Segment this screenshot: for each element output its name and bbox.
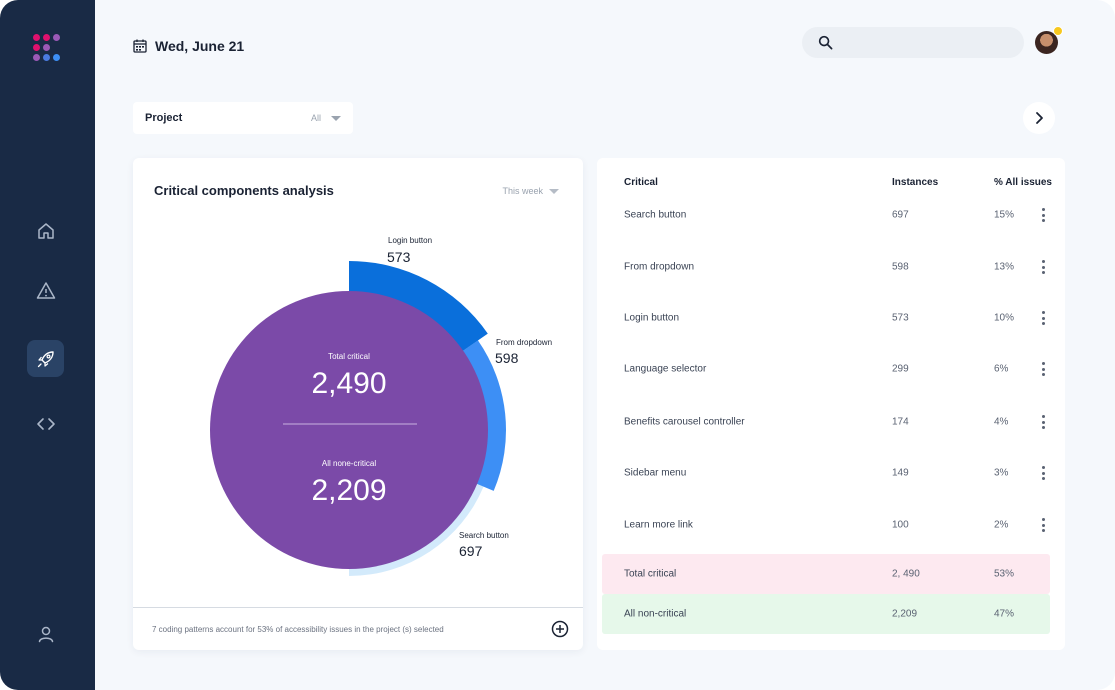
calendar-icon [133, 39, 147, 53]
more-options-icon[interactable] [1039, 518, 1047, 532]
sidebar [0, 0, 95, 690]
row-instances: 2, 490 [892, 568, 920, 580]
row-name: Learn more link [624, 519, 693, 531]
value-login-button: 573 [387, 249, 411, 265]
row-pct: 47% [994, 608, 1015, 620]
main-content: Wed, June 21 Project All Critical compon… [95, 0, 1115, 690]
row-instances: 149 [892, 467, 909, 479]
more-options-icon[interactable] [1039, 311, 1047, 325]
row-name: Sidebar menu [624, 467, 687, 479]
logo [33, 34, 61, 62]
card-footer: 7 coding patterns account for 53% of acc… [133, 607, 583, 650]
row-instances: 573 [892, 312, 909, 324]
more-options-icon[interactable] [1039, 466, 1047, 480]
notification-dot [1053, 26, 1063, 36]
column-header-critical: Critical [624, 177, 658, 188]
table-row[interactable]: Search button 697 15% [602, 195, 1050, 235]
sidebar-item-alerts[interactable] [27, 272, 64, 309]
row-instances: 174 [892, 416, 909, 428]
value-from-dropdown: 598 [495, 350, 519, 366]
table-row[interactable]: Sidebar menu 149 3% [602, 453, 1050, 493]
sidebar-item-launch[interactable] [27, 340, 64, 377]
home-icon [37, 222, 54, 239]
avatar[interactable] [1035, 31, 1058, 54]
center-disc [210, 291, 488, 569]
row-name: Benefits carousel controller [624, 416, 745, 428]
row-name: From dropdown [624, 261, 695, 273]
table-row[interactable]: Login button 573 10% [602, 298, 1050, 338]
row-name: Login button [624, 312, 680, 324]
sidebar-item-code[interactable] [27, 405, 64, 442]
table-row[interactable]: Language selector 299 6% [602, 349, 1050, 389]
row-instances: 598 [892, 261, 909, 273]
row-pct: 6% [994, 363, 1009, 375]
row-instances: 2,209 [892, 608, 918, 620]
code-icon [36, 417, 55, 430]
row-name: Search button [624, 209, 687, 221]
more-options-icon[interactable] [1039, 415, 1047, 429]
row-pct: 2% [994, 519, 1009, 531]
chevron-down-icon [549, 188, 559, 194]
total-critical-row[interactable]: Total critical 2, 490 53% [602, 554, 1050, 594]
project-filter[interactable]: Project All [133, 102, 353, 134]
table-row[interactable]: From dropdown 598 13% [602, 247, 1050, 287]
row-name: Total critical [624, 568, 677, 580]
noncritical-value: 2,209 [311, 474, 386, 507]
chevron-right-icon [1036, 112, 1043, 124]
footer-summary: 7 coding patterns account for 53% of acc… [152, 624, 444, 634]
row-instances: 100 [892, 519, 909, 531]
row-pct: 53% [994, 568, 1015, 580]
sidebar-item-home[interactable] [27, 212, 64, 249]
value-search-button: 697 [459, 543, 483, 559]
row-pct: 13% [994, 261, 1015, 273]
rocket-icon [37, 350, 54, 367]
critical-components-card: Critical components analysis This week T… [133, 158, 583, 650]
more-options-icon[interactable] [1039, 208, 1047, 222]
search-input[interactable] [841, 35, 1011, 50]
column-header-pct: % All issues [994, 177, 1052, 188]
total-noncritical-row[interactable]: All non-critical 2,209 47% [602, 594, 1050, 634]
user-icon [38, 626, 53, 642]
chevron-down-icon [331, 115, 341, 121]
table-row[interactable]: Benefits carousel controller 174 4% [602, 402, 1050, 442]
row-pct: 4% [994, 416, 1009, 428]
card-title: Critical components analysis [154, 183, 334, 198]
label-from-dropdown: From dropdown [496, 338, 552, 347]
more-options-icon[interactable] [1039, 362, 1047, 376]
noncritical-label: All none-critical [322, 459, 376, 468]
table-row[interactable]: Learn more link 100 2% [602, 505, 1050, 545]
row-pct: 10% [994, 312, 1015, 324]
row-instances: 697 [892, 209, 909, 221]
search-bar[interactable] [802, 27, 1024, 58]
critical-table: Critical Instances % All issues Search b… [597, 158, 1065, 650]
next-button[interactable] [1023, 102, 1055, 134]
date-display: Wed, June 21 [133, 38, 244, 54]
sidebar-item-profile[interactable] [27, 615, 64, 652]
row-name: Language selector [624, 363, 707, 375]
period-label: This week [502, 186, 543, 196]
label-login-button: Login button [388, 236, 432, 245]
total-critical-value: 2,490 [311, 367, 386, 400]
more-options-icon[interactable] [1039, 260, 1047, 274]
warning-icon [36, 281, 55, 299]
search-icon [818, 35, 833, 50]
row-pct: 3% [994, 467, 1009, 479]
project-filter-value: All [310, 113, 321, 123]
period-select[interactable]: This week [502, 186, 559, 196]
project-filter-label: Project [145, 112, 183, 124]
total-critical-label: Total critical [328, 352, 370, 361]
column-header-instances: Instances [892, 177, 939, 188]
date-label: Wed, June 21 [155, 38, 245, 54]
add-circle-icon[interactable] [551, 620, 569, 638]
donut-chart: Total critical 2,490 All none-critical 2… [210, 236, 552, 576]
row-pct: 15% [994, 209, 1015, 221]
label-search-button: Search button [459, 531, 509, 540]
row-instances: 299 [892, 363, 909, 375]
row-name: All non-critical [624, 608, 687, 620]
